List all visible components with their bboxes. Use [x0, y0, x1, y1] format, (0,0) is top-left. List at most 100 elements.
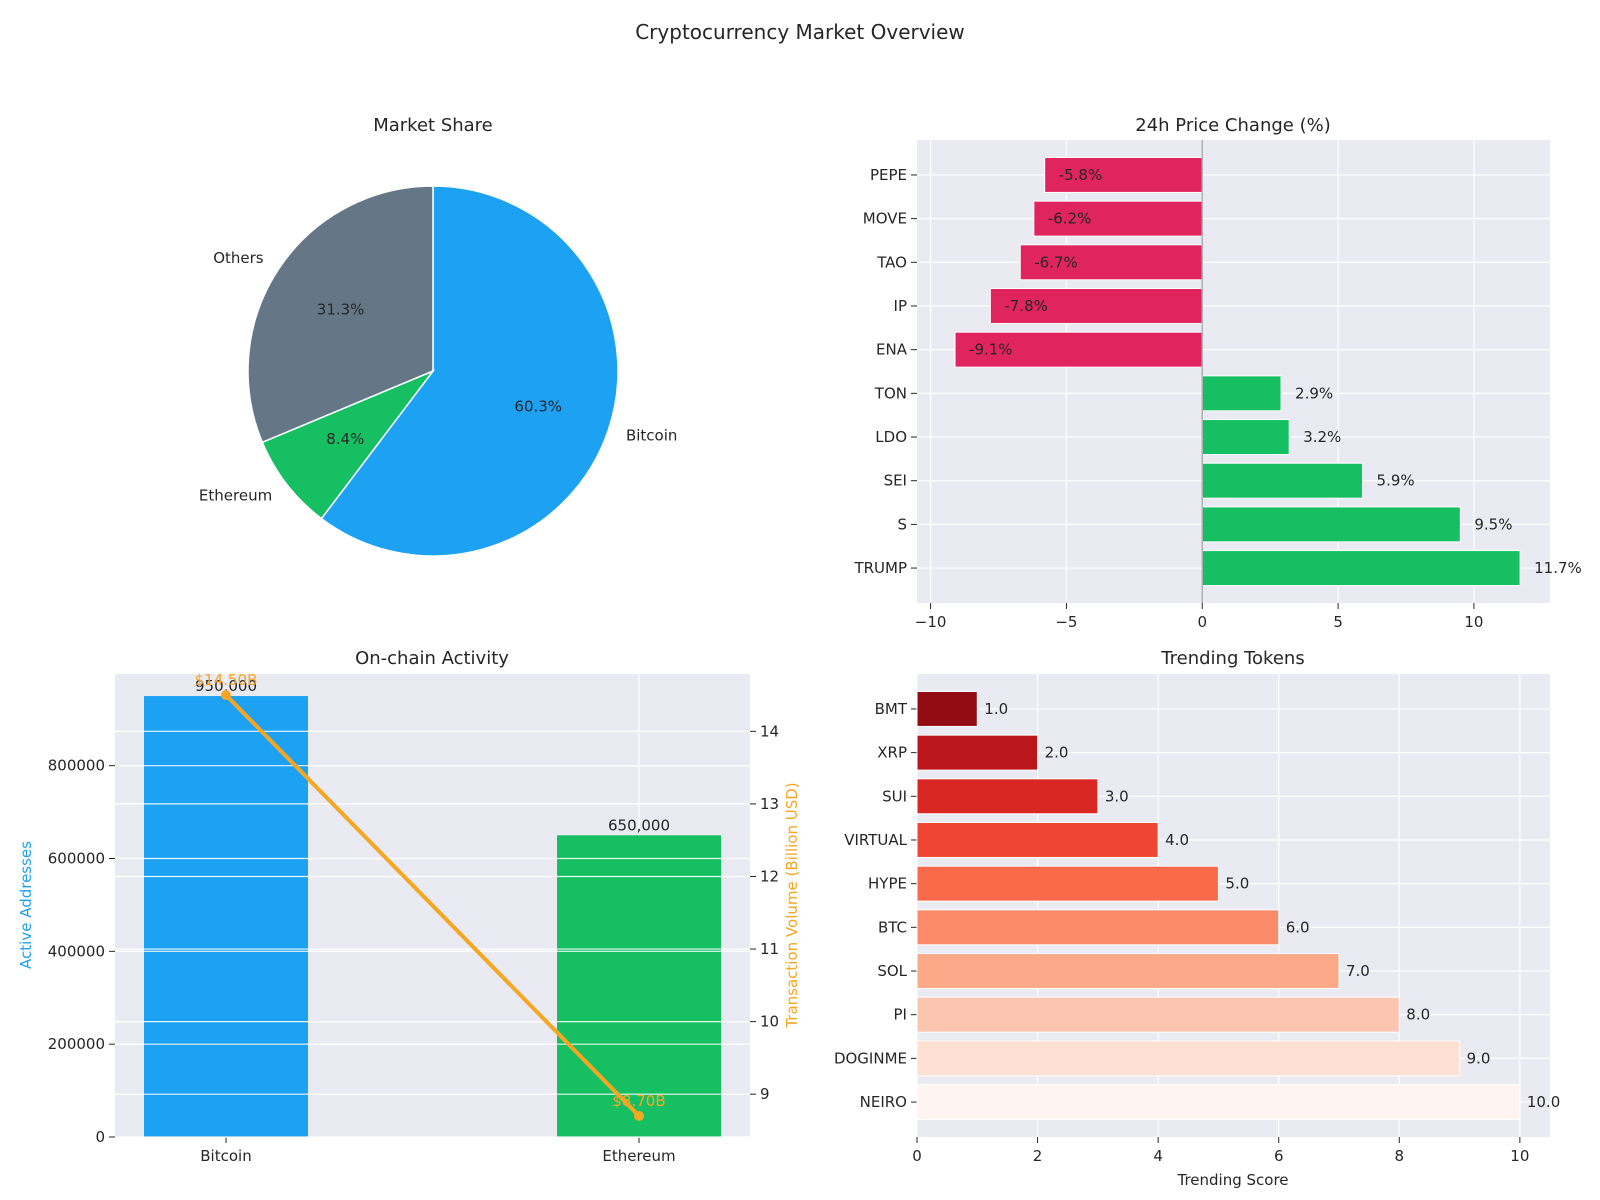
- x-tick-label: 8: [1395, 1147, 1405, 1165]
- category-label: PI: [894, 1006, 907, 1024]
- bar-value-label: 1.0: [984, 700, 1008, 718]
- bar-ldo: [1201, 419, 1290, 455]
- x-tick-label: −10: [915, 613, 947, 631]
- onchain-y-axis-label: Active Addresses: [17, 841, 35, 969]
- y-tick-label: 800000: [48, 757, 105, 775]
- bar-value-label: 2.9%: [1295, 384, 1333, 402]
- category-label: TAO: [876, 253, 907, 271]
- trending-tokens-chart: Trending Tokens Trending Score 0 2 4 6 8 10 NE…: [834, 648, 1560, 1189]
- x-tick-label: 4: [1153, 1147, 1163, 1165]
- x-tick-label: 10: [1510, 1147, 1529, 1165]
- bar-move: [1033, 200, 1203, 237]
- bar-value-label: 11.7%: [1534, 559, 1582, 577]
- bar-ena: [954, 331, 1203, 368]
- bar-virtual: [916, 822, 1159, 858]
- bar-value-label: 9.5%: [1474, 515, 1512, 533]
- pie-label-ethereum: Ethereum: [199, 487, 272, 505]
- bar-value-label: 950,000: [195, 677, 257, 695]
- x-tick-label: 10: [1464, 613, 1483, 631]
- bar-value-label: -6.7%: [1034, 253, 1078, 271]
- x-tick-label: 0: [1197, 613, 1207, 631]
- category-label: S: [897, 515, 907, 533]
- bar-value-label: 6.0: [1286, 918, 1310, 936]
- category-label: BTC: [878, 918, 907, 936]
- pie-label-bitcoin: Bitcoin: [626, 427, 677, 445]
- bar-trump: [1201, 550, 1521, 587]
- bar-bitcoin: [144, 696, 308, 1137]
- bar-hype: [916, 865, 1219, 902]
- trending-x-axis-label: Trending Score: [1176, 1171, 1288, 1189]
- bar-ethereum: [557, 835, 721, 1137]
- pie-slice-ethereum: [261, 369, 436, 520]
- y-tick-label: 400000: [48, 942, 105, 960]
- y2-tick-label: 14: [760, 722, 779, 740]
- bar-value-label: 10.0: [1527, 1093, 1560, 1111]
- category-label: TRUMP: [853, 559, 907, 577]
- bar-value-label: -6.2%: [1048, 210, 1092, 228]
- bar-tao: [1019, 244, 1203, 281]
- onchain-activity-chart: On-chain Activity Active Addresses Trans…: [17, 648, 801, 1165]
- bar-value-label: 4.0: [1165, 831, 1189, 849]
- category-label: MOVE: [863, 210, 907, 228]
- price-title: 24h Price Change (%): [1135, 115, 1330, 136]
- bar-sei: [1201, 462, 1364, 499]
- bar-value-label: 3.2%: [1303, 428, 1341, 446]
- category-label: HYPE: [868, 875, 907, 893]
- x-tick-label: 2: [1033, 1147, 1043, 1165]
- x-tick-label: −5: [1055, 613, 1077, 631]
- category-label: PEPE: [870, 166, 907, 184]
- category-label: SEI: [884, 472, 907, 490]
- price-change-chart: 24h Price Change (%) −10 −5 0 5 10 TRUMP 11.7%…: [853, 115, 1581, 631]
- trending-title: Trending Tokens: [1160, 648, 1304, 669]
- bar-sui: [916, 778, 1099, 815]
- bar-ip: [989, 288, 1203, 324]
- bar-pi: [916, 996, 1400, 1033]
- bar-value-label: 2.0: [1045, 744, 1069, 762]
- volume-line: [224, 693, 641, 1118]
- bar-doginme: [916, 1040, 1461, 1077]
- category-label: Ethereum: [602, 1147, 675, 1165]
- bar-value-label: 5.0: [1225, 875, 1249, 893]
- category-label: VIRTUAL: [844, 831, 907, 849]
- onchain-title: On-chain Activity: [355, 648, 509, 669]
- bar-value-label: -5.8%: [1059, 166, 1103, 184]
- pie-pct-label-bitcoin: 60.3%: [514, 397, 562, 415]
- onchain-y2-axis-label: Transaction Volume (Billion USD): [783, 782, 801, 1028]
- volume-point: [221, 690, 231, 701]
- category-label: NEIRO: [860, 1093, 907, 1111]
- x-tick-label: 0: [912, 1147, 922, 1165]
- volume-point: [634, 1110, 644, 1121]
- x-tick-label: 5: [1333, 613, 1343, 631]
- x-tick-label: 6: [1274, 1147, 1284, 1165]
- category-label: TON: [874, 384, 907, 402]
- category-label: DOGINME: [834, 1049, 907, 1067]
- category-label: BMT: [875, 700, 908, 718]
- y2-tick-label: 9: [760, 1085, 770, 1103]
- category-label: ENA: [876, 341, 908, 359]
- pie-pct-label-others: 31.3%: [317, 300, 365, 318]
- pie-slice-others: [247, 185, 434, 444]
- bar-sol: [916, 953, 1340, 989]
- market-share-pie-chart: Market Share 60.3% Bitcoin 8.4% Ethereum 31.…: [199, 115, 677, 557]
- category-label: XRP: [877, 744, 907, 762]
- volume-value-label: $8.70B: [612, 1092, 665, 1110]
- bar-value-label: -9.1%: [969, 341, 1013, 359]
- pie-pct-label-ethereum: 8.4%: [326, 430, 364, 448]
- bar-pepe: [1044, 156, 1203, 193]
- category-label: SOL: [877, 962, 907, 980]
- bar-value-label: 7.0: [1346, 962, 1370, 980]
- y2-tick-label: 11: [760, 940, 779, 958]
- bar-value-label: 5.9%: [1377, 472, 1415, 490]
- category-label: SUI: [882, 787, 907, 805]
- bar-btc: [916, 909, 1280, 946]
- pie-title: Market Share: [373, 115, 493, 136]
- category-label: LDO: [875, 428, 907, 446]
- bar-value-label: 650,000: [608, 816, 670, 834]
- bar-neiro: [916, 1084, 1521, 1121]
- bar-xrp: [916, 734, 1039, 771]
- pie-label-others: Others: [213, 249, 264, 267]
- y-tick-label: 600000: [48, 850, 105, 868]
- y-tick-label: 200000: [48, 1035, 105, 1053]
